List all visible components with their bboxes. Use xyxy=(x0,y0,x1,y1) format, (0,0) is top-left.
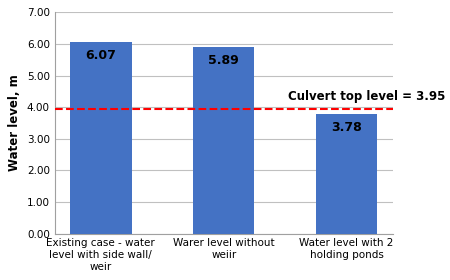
Bar xyxy=(70,42,131,234)
Text: Culvert top level = 3.95: Culvert top level = 3.95 xyxy=(288,90,445,103)
Bar xyxy=(193,47,254,234)
Text: 6.07: 6.07 xyxy=(86,49,116,62)
Bar xyxy=(316,114,378,234)
Text: 3.78: 3.78 xyxy=(331,121,362,134)
Y-axis label: Water level, m: Water level, m xyxy=(9,74,21,171)
Text: 5.89: 5.89 xyxy=(208,54,239,67)
